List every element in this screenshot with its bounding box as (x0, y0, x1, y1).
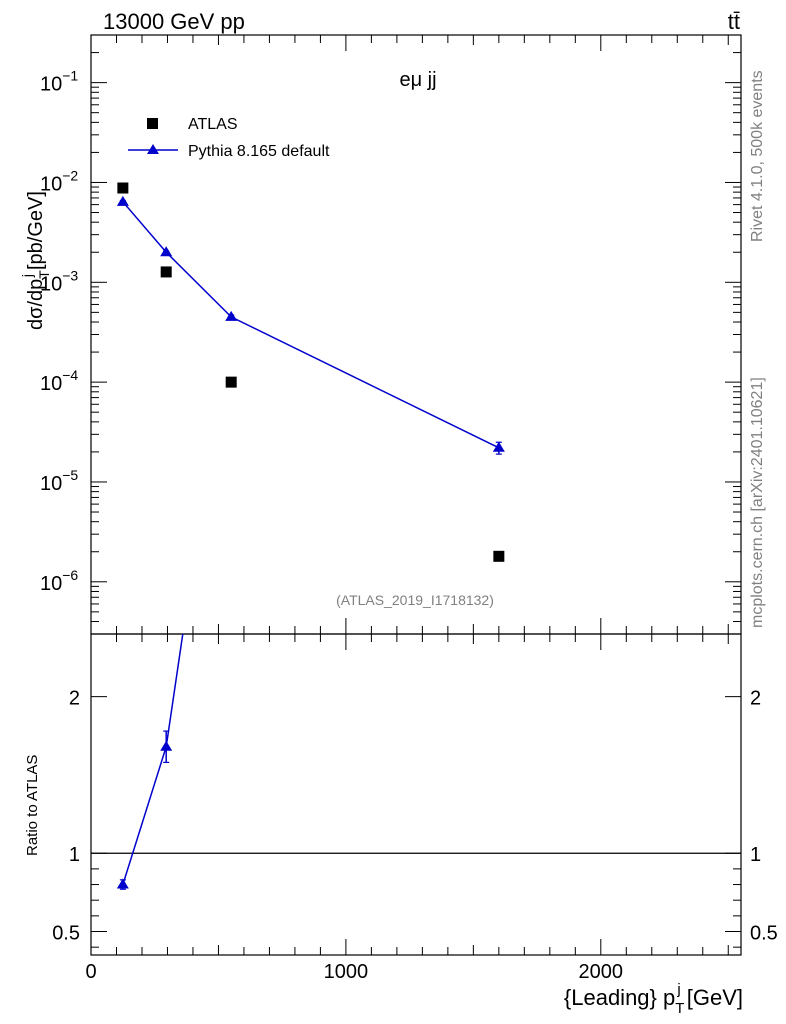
tick-label-exponent: −2 (62, 167, 78, 183)
main-y-tick-label: 10−1 (40, 68, 78, 96)
x-label-main: {Leading} p (564, 985, 675, 1010)
main-y-label-unit: [pb/GeV] (25, 191, 47, 270)
x-tick-label: 1000 (324, 961, 369, 983)
legend-pythia-label: Pythia 8.165 default (188, 143, 330, 160)
atlas-data-point (493, 550, 505, 562)
tick-label-exponent: −3 (62, 267, 78, 283)
x-tick-label: 2000 (579, 961, 624, 983)
ratio-y-tick-label-right: 2 (750, 688, 761, 710)
main-y-tick-label: 10−6 (40, 567, 78, 595)
mcplots-label: mcplots.cern.ch [arXiv:2401.10621] (749, 377, 766, 628)
ratio-line (122, 634, 184, 885)
tick-label-base: 10 (40, 273, 62, 295)
main-y-label-sup: j (19, 274, 35, 278)
ratio-y-tick-label-left: 0.5 (52, 923, 80, 945)
main-series-layer (116, 182, 505, 562)
ratio-data-point (116, 878, 129, 889)
legend: ATLAS Pythia 8.165 default (128, 116, 330, 160)
process-label: tt̄ (728, 9, 740, 34)
main-y-axis-label: dσ/dpTj [pb/GeV] (19, 191, 52, 330)
x-label-sub: T (675, 1000, 684, 1017)
ratio-y-tick-label-right: 1 (750, 844, 761, 866)
ratio-data-point (225, 299, 237, 309)
pythia-data-point (116, 195, 129, 206)
ratio-data-point (160, 740, 173, 751)
ratio-series-layer (116, 299, 237, 890)
pythia-data-point (160, 246, 173, 257)
main-axis-ticks (90, 35, 741, 635)
tick-label-base: 10 (40, 373, 62, 395)
ratio-y-tick-label-left: 1 (69, 844, 80, 866)
pythia-line (122, 201, 500, 449)
tick-label-base: 10 (40, 74, 62, 96)
x-label-unit: [GeV] (687, 985, 743, 1010)
tick-label-exponent: −5 (62, 467, 78, 483)
ratio-panel-frame (90, 633, 742, 956)
main-y-tick-label: 10−2 (40, 167, 78, 195)
atlas-data-point (160, 266, 172, 278)
tick-label-base: 10 (40, 573, 62, 595)
panel-title: eμ jj (399, 69, 436, 91)
ratio-y-tick-label-left: 2 (69, 688, 80, 710)
main-y-tick-label: 10−4 (40, 367, 78, 395)
legend-atlas-label: ATLAS (188, 116, 238, 133)
ratio-y-tick-label-right: 0.5 (750, 923, 778, 945)
tick-label-base: 10 (40, 473, 62, 495)
main-y-label-sub: T (36, 270, 52, 279)
x-label-sup: j (676, 981, 680, 998)
ratio-tick-labels: 0.5 0.5 1 1 2 2 0 1000 2000 (52, 688, 778, 983)
main-y-tick-label: 10−3 (40, 267, 78, 295)
tick-label-base: 10 (40, 173, 62, 195)
tick-label-exponent: −4 (62, 367, 78, 383)
pythia-data-point (492, 441, 505, 452)
atlas-data-point (117, 182, 129, 194)
analysis-label: (ATLAS_2019_I1718132) (336, 592, 494, 608)
x-axis-label: {Leading} pTj [GeV] (564, 981, 743, 1017)
x-tick-label: 0 (85, 961, 96, 983)
atlas-data-point (225, 376, 237, 388)
rivet-label: Rivet 4.1.0, 500k events (749, 70, 766, 242)
main-y-tick-labels: 10−110−210−310−410−510−6 (40, 68, 78, 595)
energy-label: 13000 GeV pp (103, 9, 245, 34)
main-y-tick-label: 10−5 (40, 467, 78, 495)
legend-atlas-marker (147, 118, 158, 129)
main-y-label-main: dσ/dp (25, 279, 47, 330)
pythia-data-point (225, 310, 238, 321)
legend-pythia-marker (147, 144, 159, 154)
tick-label-exponent: −6 (62, 567, 78, 583)
tick-label-exponent: −1 (62, 68, 78, 84)
ratio-axis-ticks (90, 634, 741, 955)
ratio-y-axis-label: Ratio to ATLAS (24, 755, 41, 856)
